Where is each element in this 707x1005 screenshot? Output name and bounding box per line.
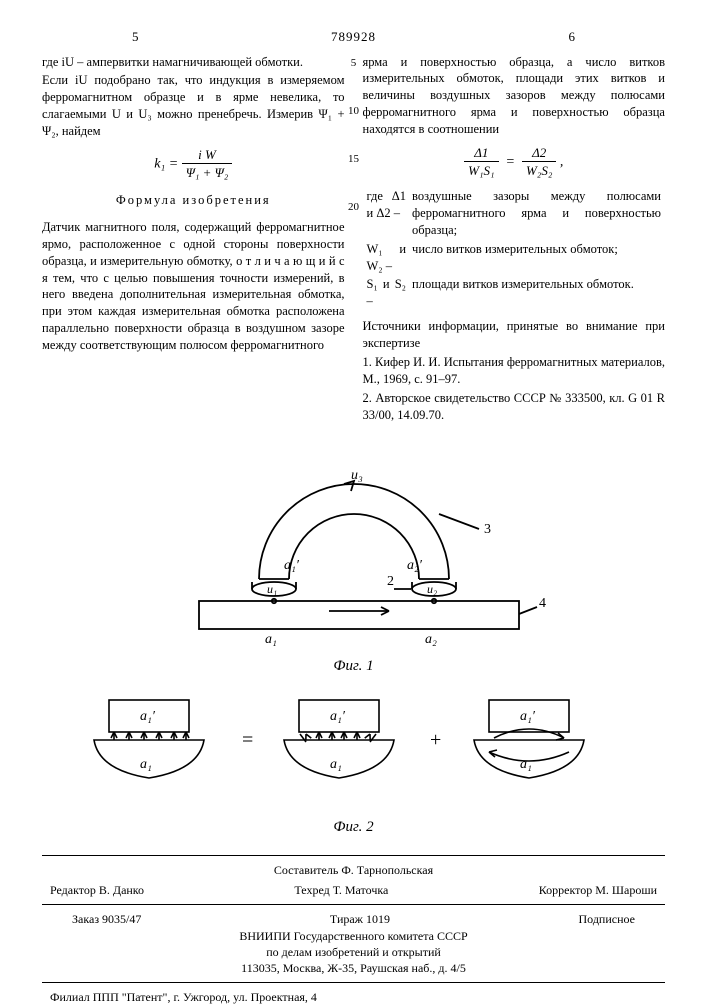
- order-number: Заказ 9035/47: [72, 911, 141, 927]
- formula-num: i W: [182, 146, 233, 165]
- subscription: Подписное: [579, 911, 636, 927]
- claim-text: Датчик магнитного поля, содержащий ферро…: [42, 219, 345, 354]
- def-label: где Δ1 и Δ2 –: [365, 188, 409, 239]
- corrector: Корректор М. Шароши: [539, 882, 657, 898]
- def-label: S₁ и S₂ –: [365, 276, 409, 310]
- address-1: 113035, Москва, Ж-35, Раушская наб., д. …: [42, 960, 665, 976]
- technical-editor: Техред Т. Маточка: [294, 882, 388, 898]
- fig2-a1-1: a₁: [140, 757, 152, 772]
- fig2-a1-3: a₁: [520, 757, 532, 772]
- fig1-n2: 2: [387, 574, 394, 589]
- line-number-gutter: 5 10 15 20: [345, 56, 363, 247]
- org-line-1: ВНИИПИ Государственного комитета СССР: [42, 928, 665, 944]
- claim-heading: Формула изобретения: [42, 192, 345, 209]
- fig1-a1: a₁: [265, 632, 277, 647]
- fig1-u2: u₂: [427, 582, 437, 596]
- def-label: W₁ и W₂ –: [365, 241, 409, 275]
- fig1-svg: u₃ 3 a₁′ a₂′ u₁ u₂ 2 a₁ a₂ 4: [139, 439, 569, 649]
- fig2-a1-2: a₁: [330, 757, 342, 772]
- eq-r-den: W₂S₂: [522, 162, 556, 180]
- line-num: 15: [345, 152, 363, 167]
- formula-ratio: Δ1 W₁S₁ = Δ2 W₂S₂ ,: [363, 144, 666, 180]
- fig1-a2: a₂: [425, 632, 437, 647]
- line-num: 20: [345, 200, 363, 215]
- figure-2: a₁′ a₁ a₁′ a₁ a₁′ a₁ = + Фиг. 2: [42, 690, 665, 837]
- patent-number: 789928: [0, 28, 707, 46]
- para: где iU – ампервитки намагничивающей обмо…: [42, 54, 345, 71]
- fig1-u3: u₃: [351, 468, 363, 483]
- para: Если iU подобрано так, что индукция в из…: [42, 72, 345, 140]
- fig2-plus: +: [430, 729, 441, 751]
- fig1-a1p: a₁′: [284, 558, 300, 573]
- formula-den: Ψ₁ + Ψ₂: [182, 164, 233, 182]
- def-text: воздушные зазоры между полюсами ферромаг…: [410, 188, 663, 239]
- source-item: 2. Авторское свидетельство СССР № 333500…: [363, 390, 666, 424]
- fig1-label: Фиг. 1: [42, 656, 665, 676]
- compiler: Составитель Ф. Тарнопольская: [42, 862, 665, 878]
- fig2-eq: =: [242, 729, 253, 751]
- figure-1: u₃ 3 a₁′ a₂′ u₁ u₂ 2 a₁ a₂ 4 Фиг. 1: [42, 439, 665, 676]
- eq-r-num: Δ2: [522, 144, 556, 163]
- right-column: ярма и поверхностью образца, а число вит…: [363, 54, 666, 426]
- fig2-label: Фиг. 2: [42, 817, 665, 837]
- definitions-table: где Δ1 и Δ2 – воздушные зазоры между пол…: [363, 186, 666, 312]
- fig1-n3: 3: [484, 522, 491, 537]
- formula-k1: k₁ = i W Ψ₁ + Ψ₂: [42, 146, 345, 182]
- eq-l-den: W₁S₁: [464, 162, 498, 180]
- tirage: Тираж 1019: [330, 911, 390, 927]
- org-line-2: по делам изобретений и открытий: [42, 944, 665, 960]
- fig2-a1p-3: a₁′: [520, 709, 536, 724]
- def-text: площади витков измерительных обмоток.: [410, 276, 663, 310]
- left-column: где iU – ампервитки намагничивающей обмо…: [42, 54, 345, 426]
- address-2: Филиал ППП "Патент", г. Ужгород, ул. Про…: [42, 989, 665, 1005]
- fig2-a1p-1: a₁′: [140, 709, 156, 724]
- fig1-u1: u₁: [267, 582, 277, 596]
- def-text: число витков измерительных обмоток;: [410, 241, 663, 275]
- fig1-a2p: a₂′: [407, 558, 423, 573]
- imprint-footer: Составитель Ф. Тарнопольская Редактор В.…: [42, 855, 665, 1005]
- sources-heading: Источники информации, принятые во вниман…: [363, 318, 666, 352]
- source-item: 1. Кифер И. И. Испытания ферромагнитных …: [363, 354, 666, 388]
- fig2-svg: a₁′ a₁ a₁′ a₁ a₁′ a₁ = +: [74, 690, 634, 810]
- para: ярма и поверхностью образца, а число вит…: [363, 54, 666, 138]
- fig2-a1p-2: a₁′: [330, 709, 346, 724]
- fig1-n4: 4: [539, 596, 546, 611]
- patent-page: 789928 5 6 5 10 15 20 где iU – ампервитк…: [0, 0, 707, 1000]
- line-num: 10: [345, 104, 363, 119]
- line-num: 5: [345, 56, 363, 71]
- eq-l-num: Δ1: [464, 144, 498, 163]
- editor: Редактор В. Данко: [50, 882, 144, 898]
- formula-lhs: k₁ =: [154, 156, 178, 171]
